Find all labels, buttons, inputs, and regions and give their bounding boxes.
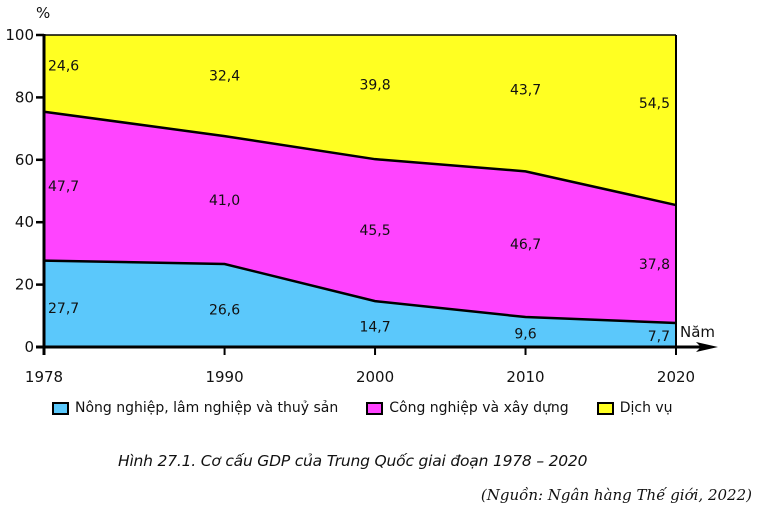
- data-label-services: 24,6: [48, 59, 79, 75]
- legend-label-agriculture: Nông nghiệp, lâm nghiệp và thuỷ sản: [75, 400, 339, 416]
- legend-swatch-industry: [366, 401, 384, 415]
- boundary-line-agriculture: [43, 259, 677, 325]
- legend-item-services: Dịch vụ: [596, 400, 673, 416]
- data-label-industry: 41,0: [209, 193, 240, 209]
- x-tick-label: 2010: [506, 368, 544, 386]
- area-agriculture: [44, 260, 676, 347]
- area-services: [44, 35, 676, 206]
- data-label-agriculture: 27,7: [48, 301, 79, 317]
- boundary-line-industry: [43, 110, 677, 207]
- data-label-agriculture: 9,6: [514, 327, 536, 343]
- x-axis-arrow-icon: [696, 342, 718, 352]
- y-tick-label: 60: [15, 151, 34, 169]
- y-tick-label: 40: [15, 213, 34, 231]
- data-label-services: 32,4: [209, 68, 240, 84]
- x-tick-label: 1978: [25, 368, 63, 386]
- legend-swatch-agriculture: [52, 401, 69, 415]
- legend: Nông nghiệp, lâm nghiệp và thuỷ sản Công…: [52, 400, 701, 416]
- x-axis-label: Năm: [680, 323, 715, 341]
- data-label-services: 54,5: [639, 96, 670, 112]
- data-label-agriculture: 26,6: [209, 303, 240, 319]
- data-label-industry: 37,8: [639, 257, 670, 273]
- chart-title: Hình 27.1. Cơ cấu GDP của Trung Quốc gia…: [118, 452, 588, 470]
- y-tick-label: 20: [15, 276, 34, 294]
- data-label-industry: 45,5: [359, 223, 390, 239]
- legend-swatch-services: [596, 401, 614, 415]
- y-tick-label: 80: [15, 88, 34, 106]
- legend-item-industry: Công nghiệp và xây dựng: [366, 400, 569, 416]
- data-label-industry: 47,7: [48, 179, 79, 195]
- data-label-services: 43,7: [510, 83, 541, 99]
- area-industry: [44, 111, 676, 323]
- x-tick-label: 1990: [205, 368, 243, 386]
- data-label-industry: 46,7: [510, 237, 541, 253]
- legend-label-industry: Công nghiệp và xây dựng: [389, 400, 569, 416]
- x-tick-label: 2000: [356, 368, 394, 386]
- chart-source: (Nguồn: Ngân hàng Thế giới, 2022): [480, 486, 752, 504]
- legend-label-services: Dịch vụ: [619, 400, 673, 416]
- y-tick-label: 100: [5, 26, 34, 44]
- x-tick-label: 2020: [657, 368, 695, 386]
- y-tick-label: 0: [24, 338, 34, 356]
- data-label-services: 39,8: [359, 78, 390, 94]
- data-label-agriculture: 7,7: [648, 329, 670, 345]
- data-label-agriculture: 14,7: [359, 319, 390, 335]
- area-chart: 0 20 40 60 80 100 1978 1990 2000 2010 2020 27,7 26,…: [5, 4, 718, 386]
- y-axis-unit-label: %: [36, 4, 50, 22]
- legend-item-agriculture: Nông nghiệp, lâm nghiệp và thuỷ sản: [52, 400, 338, 416]
